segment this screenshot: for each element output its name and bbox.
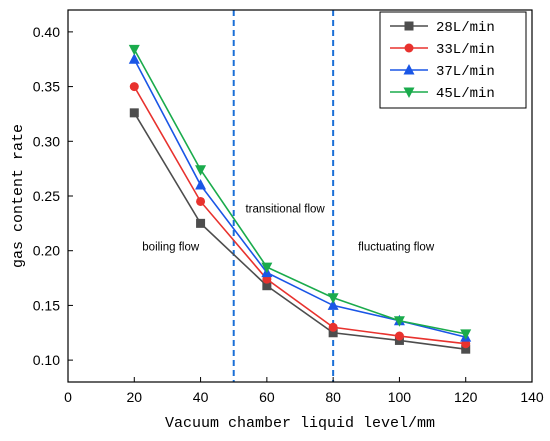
annotation-label: transitional flow (245, 203, 325, 215)
legend: 28L/min 33L/min 37L/min 45L/min (379, 11, 527, 109)
x-tick-label: 20 (126, 389, 142, 405)
legend-item: 45L/min (390, 86, 495, 102)
series-line-1 (133, 86, 466, 345)
data-point (195, 165, 207, 176)
data-point (196, 196, 206, 206)
legend-marker (403, 87, 415, 98)
x-tick-label: 140 (520, 389, 544, 405)
region-dividers (232, 10, 335, 382)
x-axis-title: Vacuum chamber liquid level/mm (165, 415, 435, 432)
y-tick-label: 0.20 (33, 243, 60, 259)
y-tick-label: 0.15 (33, 297, 60, 313)
series-group (128, 44, 472, 354)
legend-label: 33L/min (436, 42, 495, 58)
annotations: boiling flow transitional flow fluctuating… (142, 203, 435, 253)
x-tick-label: 100 (388, 389, 412, 405)
y-tick-label: 0.40 (33, 24, 60, 40)
legend-label: 28L/min (436, 20, 495, 36)
x-tick-label: 120 (454, 389, 478, 405)
x-tick-label: 60 (259, 389, 275, 405)
data-point (128, 44, 140, 56)
legend-marker (403, 64, 415, 75)
data-point (328, 328, 338, 338)
data-point (327, 299, 339, 310)
data-point (128, 53, 140, 64)
y-axis-title: gas content rate (10, 124, 27, 268)
y-tick-label: 0.25 (33, 188, 60, 204)
data-point (262, 281, 272, 291)
data-point (261, 262, 273, 274)
series-line-3 (133, 49, 466, 335)
data-point (460, 329, 472, 340)
data-point (327, 293, 339, 304)
x-tick-label: 0 (64, 389, 72, 405)
legend-item: 28L/min (390, 20, 495, 36)
legend-marker (404, 43, 414, 53)
data-point (129, 82, 139, 92)
data-point (394, 331, 404, 341)
legend-label: 37L/min (436, 64, 495, 80)
y-tick-label: 0.35 (33, 79, 60, 95)
x-tick-label: 40 (193, 389, 209, 405)
data-point (328, 322, 338, 332)
legend-item: 37L/min (390, 64, 495, 80)
data-point (129, 108, 139, 118)
legend-marker (404, 21, 414, 31)
annotation-label: fluctuating flow (358, 242, 435, 254)
series-0 (129, 108, 471, 354)
legend-item: 33L/min (390, 42, 495, 58)
series-3 (128, 44, 472, 340)
y-tick-label: 0.30 (33, 133, 60, 149)
data-point (195, 179, 207, 190)
annotation-label: boiling flow (142, 242, 200, 254)
x-tick-label: 80 (325, 389, 341, 405)
data-point (196, 218, 206, 228)
data-point (461, 344, 471, 354)
legend-label: 45L/min (436, 86, 495, 102)
series-line-0 (133, 112, 466, 350)
y-tick-label: 0.10 (33, 352, 60, 368)
data-point (393, 316, 405, 327)
axes: 0 20 40 60 80 100 120 140 0.10 0.15 0.20 0.25 0.30 0.… (10, 9, 544, 432)
